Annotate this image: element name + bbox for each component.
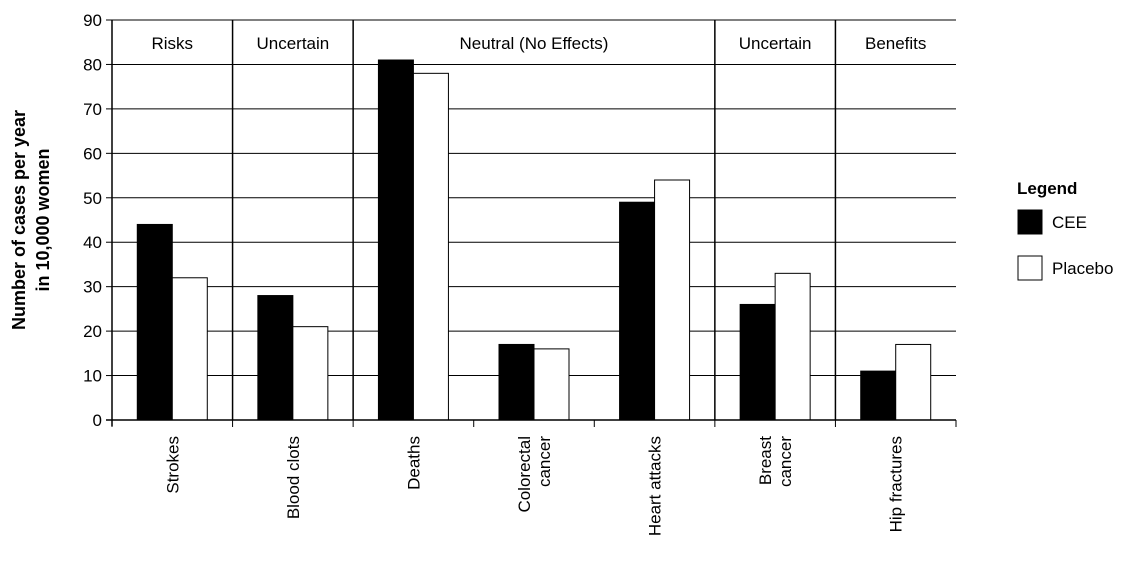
gridlines xyxy=(112,19,956,377)
y-tick-label-3: 30 xyxy=(83,278,102,297)
x-tick-label-1-0: Blood clots xyxy=(284,436,303,519)
y-tick-label-9: 90 xyxy=(83,11,102,30)
legend-title: Legend xyxy=(1017,179,1077,198)
x-tick-label-0-0: Strokes xyxy=(163,436,182,494)
group-dividers xyxy=(231,20,837,420)
legend-label-cee: CEE xyxy=(1052,213,1087,232)
y-tick-labels: 0 10 20 30 40 50 60 70 80 90 xyxy=(83,11,112,430)
x-tick-label-2-0: Deaths xyxy=(404,436,423,490)
bar-cee-4 xyxy=(619,201,656,421)
x-tick-label-5-1: cancer xyxy=(776,436,795,487)
legend-swatch-cee xyxy=(1017,209,1043,235)
bar-cee-5 xyxy=(739,303,776,421)
x-tick-labels: Strokes Blood clots Deaths Colorectal cancer… xyxy=(163,436,905,536)
y-tick-label-8: 80 xyxy=(83,55,102,74)
y-axis-label-line-0: Number of cases per year xyxy=(9,110,29,330)
bar-placebo-1 xyxy=(292,326,329,421)
legend: Legend CEE Placebo xyxy=(1017,179,1113,281)
bar-placebo-6 xyxy=(895,343,932,421)
bar-placebo-5 xyxy=(774,272,811,421)
x-tick-label-3-1: cancer xyxy=(535,436,554,487)
bar-cee-2 xyxy=(377,59,414,421)
x-tick-label-5-0: Breast xyxy=(756,436,775,485)
group-label-1: Uncertain xyxy=(256,34,329,53)
y-tick-label-6: 60 xyxy=(83,144,102,163)
legend-swatch-placebo xyxy=(1017,255,1043,281)
y-tick-label-2: 20 xyxy=(83,322,102,341)
y-axis-label: Number of cases per year in 10,000 women xyxy=(9,110,53,330)
bar-cee-3 xyxy=(498,343,535,421)
y-tick-label-4: 40 xyxy=(83,233,102,252)
group-label-4: Benefits xyxy=(865,34,926,53)
group-label-2: Neutral (No Effects) xyxy=(460,34,609,53)
bar-cee-0 xyxy=(136,223,173,421)
y-tick-label-0: 0 xyxy=(93,411,102,430)
group-label-0: Risks xyxy=(152,34,194,53)
y-tick-label-7: 70 xyxy=(83,100,102,119)
bar-cee-6 xyxy=(860,370,897,421)
group-labels: Risks Uncertain Neutral (No Effects) Uncert… xyxy=(152,34,927,53)
x-tick-label-4-0: Heart attacks xyxy=(646,436,665,536)
bars xyxy=(136,59,932,421)
x-tick-label-6-0: Hip fractures xyxy=(887,436,906,532)
y-axis-label-line-1: in 10,000 women xyxy=(33,148,53,291)
axes xyxy=(106,20,957,427)
x-tick-label-3-0: Colorectal xyxy=(515,436,534,513)
bar-placebo-2 xyxy=(412,72,449,421)
bar-placebo-0 xyxy=(171,277,208,421)
legend-label-placebo: Placebo xyxy=(1052,259,1113,278)
group-label-3: Uncertain xyxy=(739,34,812,53)
y-tick-label-1: 10 xyxy=(83,367,102,386)
y-tick-label-5: 50 xyxy=(83,189,102,208)
bar-placebo-3 xyxy=(533,348,570,421)
bar-cee-1 xyxy=(257,295,294,421)
bar-placebo-4 xyxy=(654,179,691,421)
